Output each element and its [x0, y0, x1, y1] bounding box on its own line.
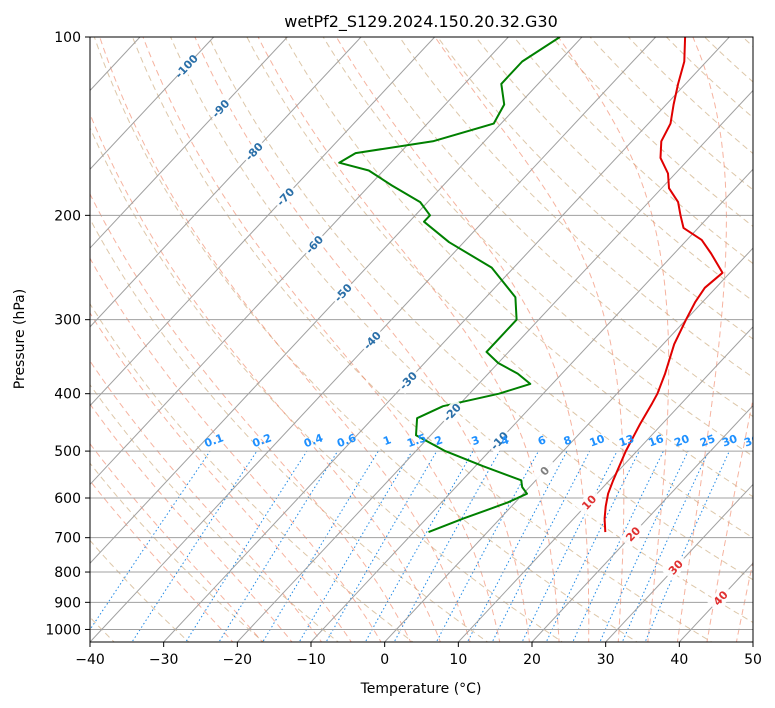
y-axis: 100 200 300 400 500 600 700 800 900 1000 [45, 30, 90, 638]
isotherm [90, 37, 215, 171]
mixing-ratio-line [572, 450, 664, 642]
mixing-ratio-label: 1 [381, 433, 393, 448]
x-tick-label: 10 [449, 652, 467, 668]
dry-adiabat [475, 37, 753, 302]
x-tick-label: −40 [75, 652, 105, 668]
mixing-ratio-line [599, 450, 689, 642]
mixing-ratio-label: 0.1 [203, 431, 226, 450]
moist-adiabat [90, 192, 412, 642]
y-tick-label: 300 [54, 313, 81, 329]
isotherm-label-bg [329, 279, 357, 307]
plot-frame [89, 36, 754, 643]
isotherm [384, 247, 753, 642]
isotherm-label-bg [707, 584, 734, 612]
mixing-ratio-label: 0.4 [302, 431, 325, 450]
isotherm-label-bg [619, 520, 647, 548]
dry-adiabat [284, 37, 753, 498]
x-axis: −40 −30 −20 −10 0 10 20 30 40 50 [75, 642, 762, 668]
dry-adiabat [436, 37, 753, 340]
isotherm-label-bg [438, 398, 466, 426]
skewed-isotherms [90, 37, 753, 642]
mixing-ratio-label: 0.2 [251, 431, 274, 450]
x-tick-label: −20 [223, 652, 253, 668]
isotherm [90, 37, 288, 249]
x-tick-label: 30 [597, 652, 615, 668]
isotherm-label-bg [394, 366, 422, 395]
y-tick-label: 100 [54, 30, 81, 46]
x-tick-label: 40 [670, 652, 688, 668]
isotherm-label-bg [173, 52, 200, 80]
mixing-ratio-label: 3 [470, 433, 482, 448]
plot-area: -100-90-80-70-60-50-40-30-20-10010203040… [90, 37, 761, 642]
x-tick-label: 20 [523, 652, 541, 668]
y-axis-label: Pressure (hPa) [12, 289, 28, 389]
pressure-gridlines [90, 37, 753, 630]
y-tick-label: 400 [54, 387, 81, 403]
x-tick-label: −10 [296, 652, 326, 668]
y-tick-label: 700 [54, 531, 81, 547]
y-tick-label: 1000 [45, 622, 81, 638]
isotherm [163, 37, 730, 642]
mixing-ratio-label: 6 [536, 433, 548, 448]
mixing-ratio-label: 8 [562, 433, 574, 448]
mixing-ratio-label: 10 [588, 432, 607, 450]
mixing-ratio-label: 25 [698, 432, 717, 449]
dry-adiabat [208, 37, 753, 581]
isotherm-label-bg [575, 488, 603, 516]
isotherm [90, 37, 583, 564]
isotherm [457, 326, 753, 642]
profile-series [338, 37, 724, 534]
isotherm [90, 37, 362, 328]
isotherm-label-bg [662, 553, 689, 581]
y-tick-label: 200 [54, 208, 81, 224]
temperature-line [603, 37, 724, 533]
isotherm [605, 483, 753, 642]
mixing-ratio-label: 1.5 [405, 431, 428, 450]
dry-adiabat [246, 37, 753, 539]
mixing-ratio-line [325, 450, 438, 642]
isotherm-label-bg [272, 183, 299, 211]
mixing-ratio-line [466, 450, 568, 642]
isotherm [236, 89, 753, 642]
isotherm-label-bg [240, 137, 268, 165]
mixing-ratio-line [185, 450, 308, 642]
mixing-ratio-labels: 0.1 0.2 0.4 0.6 1 1.5 2 3 4 6 8 10 13 16 20 25 30 36 [203, 431, 761, 450]
y-tick-label: 900 [54, 595, 81, 611]
isotherm [90, 37, 436, 407]
y-tick-label: 500 [54, 444, 81, 460]
isotherm-label-bg [531, 457, 558, 485]
isotherm [90, 37, 509, 486]
chart-title: wetPf2_S129.2024.150.20.32.G30 [284, 12, 558, 32]
isotherm-label-bg [301, 230, 328, 259]
isotherm [310, 168, 753, 642]
mixing-ratio-label: 4 [499, 433, 511, 448]
x-axis-label: Temperature (°C) [360, 681, 482, 697]
mixing-ratio-label: 36 [742, 432, 761, 450]
mixing-ratio-label: 13 [617, 432, 636, 449]
mixing-ratio-label: 2 [433, 433, 445, 448]
mixing-ratio-line [298, 450, 413, 642]
y-tick-label: 800 [54, 565, 81, 581]
isotherm-label-bg [485, 427, 513, 455]
mixing-ratio-label: 20 [672, 432, 691, 450]
x-tick-label: −30 [149, 652, 179, 668]
x-tick-label: 50 [744, 652, 762, 668]
mixing-ratio-line [218, 450, 339, 642]
x-tick-label: 0 [380, 652, 389, 668]
mixing-ratio-label: 16 [647, 432, 666, 450]
mixing-ratio-line [90, 450, 211, 631]
mixing-ratio-line [131, 450, 258, 642]
isotherm-label-bg [358, 326, 386, 354]
y-tick-label: 600 [54, 491, 81, 507]
mixing-ratio-label: 30 [720, 432, 739, 450]
mixing-ratio-label: 0.6 [335, 431, 358, 450]
dewpoint-line [338, 37, 561, 534]
mixing-ratio-line [435, 450, 539, 642]
moist-adiabat [90, 257, 382, 642]
isotherm-label-bg [207, 94, 234, 123]
